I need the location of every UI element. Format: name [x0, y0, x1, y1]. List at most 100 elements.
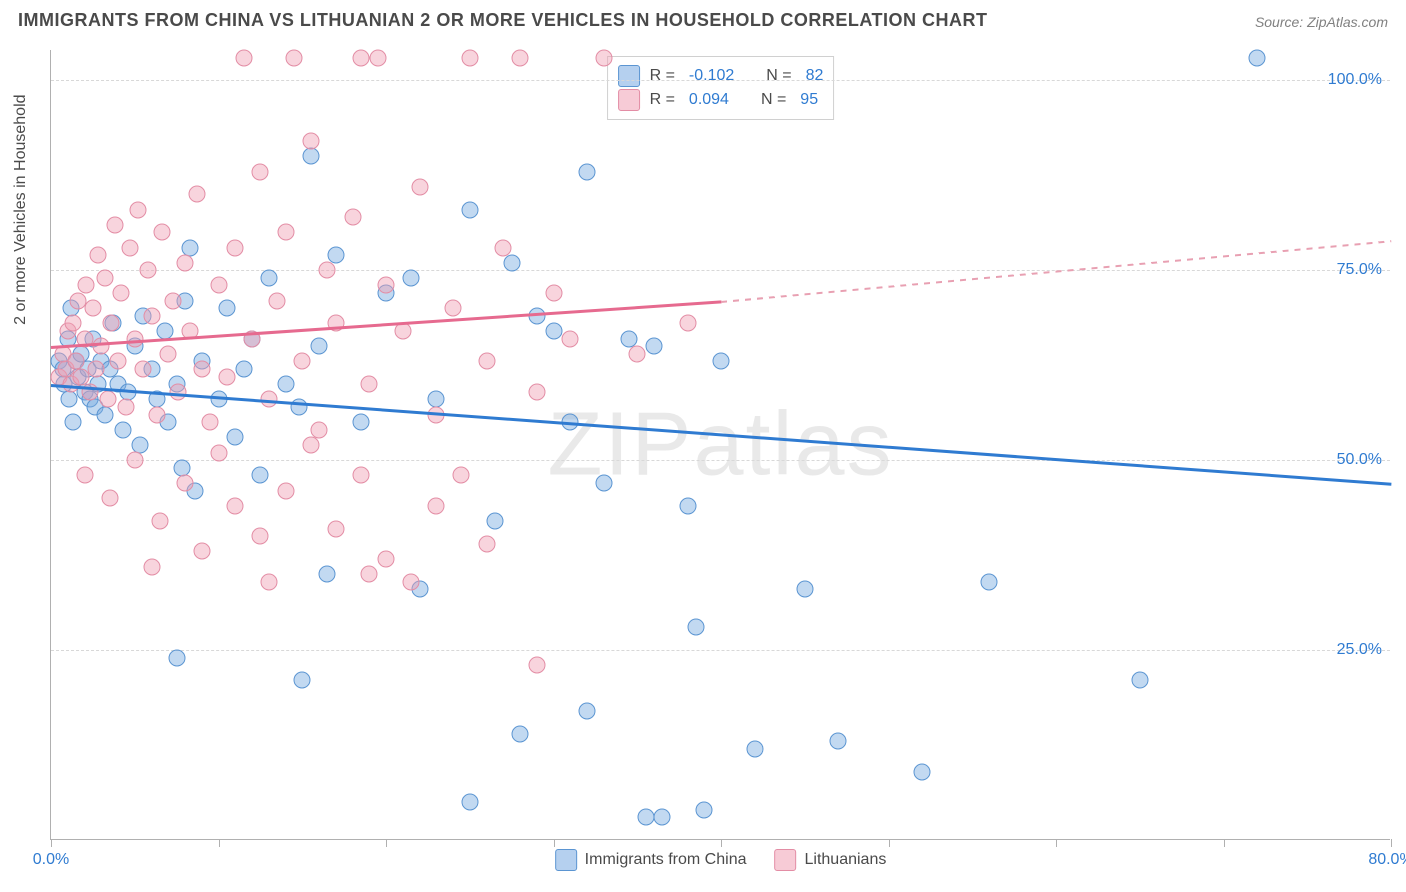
data-point	[218, 300, 235, 317]
data-point	[269, 292, 286, 309]
legend-item-china: Immigrants from China	[555, 849, 747, 871]
data-point	[96, 406, 113, 423]
data-point	[64, 315, 81, 332]
data-point	[193, 543, 210, 560]
data-point	[177, 254, 194, 271]
y-tick-label: 25.0%	[1337, 641, 1382, 659]
data-point	[327, 520, 344, 537]
x-tick	[1224, 839, 1225, 847]
data-point	[99, 391, 116, 408]
data-point	[170, 383, 187, 400]
data-point	[168, 649, 185, 666]
data-point	[629, 345, 646, 362]
data-point	[227, 429, 244, 446]
data-point	[89, 247, 106, 264]
x-tick	[1391, 839, 1392, 847]
data-point	[428, 497, 445, 514]
x-tick	[51, 839, 52, 847]
swatch-pink-icon	[618, 89, 640, 111]
data-point	[294, 672, 311, 689]
legend-row-pink: R = 0.094 N = 95	[618, 89, 824, 111]
data-point	[151, 512, 168, 529]
data-point	[562, 330, 579, 347]
n-value: 82	[806, 67, 824, 85]
r-label: R =	[650, 91, 675, 109]
data-point	[177, 474, 194, 491]
x-tick	[554, 839, 555, 847]
x-tick-label: 80.0%	[1368, 851, 1406, 869]
data-point	[369, 49, 386, 66]
data-point	[830, 733, 847, 750]
data-point	[327, 247, 344, 264]
data-point	[103, 315, 120, 332]
x-tick	[386, 839, 387, 847]
data-point	[352, 467, 369, 484]
data-point	[545, 285, 562, 302]
data-point	[121, 239, 138, 256]
data-point	[302, 148, 319, 165]
data-point	[84, 300, 101, 317]
source-text: Source: ZipAtlas.com	[1255, 14, 1388, 30]
data-point	[160, 345, 177, 362]
data-point	[461, 49, 478, 66]
data-point	[486, 512, 503, 529]
data-point	[302, 133, 319, 150]
data-point	[202, 414, 219, 431]
data-point	[796, 581, 813, 598]
data-point	[512, 49, 529, 66]
swatch-blue-icon	[555, 849, 577, 871]
data-point	[378, 550, 395, 567]
data-point	[679, 315, 696, 332]
x-tick	[219, 839, 220, 847]
swatch-blue-icon	[618, 65, 640, 87]
data-point	[495, 239, 512, 256]
data-point	[579, 163, 596, 180]
data-point	[914, 763, 931, 780]
data-point	[411, 178, 428, 195]
data-point	[378, 277, 395, 294]
data-point	[110, 353, 127, 370]
data-point	[679, 497, 696, 514]
data-point	[654, 809, 671, 826]
data-point	[403, 573, 420, 590]
data-point	[218, 368, 235, 385]
data-point	[595, 49, 612, 66]
data-point	[478, 353, 495, 370]
data-point	[512, 725, 529, 742]
data-point	[294, 353, 311, 370]
data-point	[64, 414, 81, 431]
data-point	[595, 474, 612, 491]
r-label: R =	[650, 67, 675, 85]
data-point	[101, 490, 118, 507]
data-point	[96, 269, 113, 286]
trendline-lithuanians-dash	[721, 240, 1391, 303]
data-point	[579, 702, 596, 719]
data-point	[453, 467, 470, 484]
r-value: -0.102	[689, 67, 734, 85]
data-point	[78, 277, 95, 294]
y-tick-label: 75.0%	[1337, 261, 1382, 279]
gridline-h	[51, 650, 1390, 651]
data-point	[260, 269, 277, 286]
data-point	[713, 353, 730, 370]
gridline-h	[51, 80, 1390, 81]
data-point	[106, 216, 123, 233]
data-point	[285, 49, 302, 66]
data-point	[118, 399, 135, 416]
data-point	[646, 338, 663, 355]
data-point	[311, 421, 328, 438]
data-point	[210, 444, 227, 461]
legend-label: Immigrants from China	[585, 851, 747, 869]
data-point	[113, 285, 130, 302]
data-point	[252, 467, 269, 484]
x-tick	[889, 839, 890, 847]
data-point	[140, 262, 157, 279]
r-value: 0.094	[689, 91, 729, 109]
plot-area: ZIPatlas R = -0.102 N = 82 R = 0.094 N =…	[50, 50, 1390, 840]
swatch-pink-icon	[774, 849, 796, 871]
data-point	[637, 809, 654, 826]
data-point	[88, 361, 105, 378]
data-point	[165, 292, 182, 309]
data-point	[528, 657, 545, 674]
legend-item-lithuanians: Lithuanians	[774, 849, 886, 871]
